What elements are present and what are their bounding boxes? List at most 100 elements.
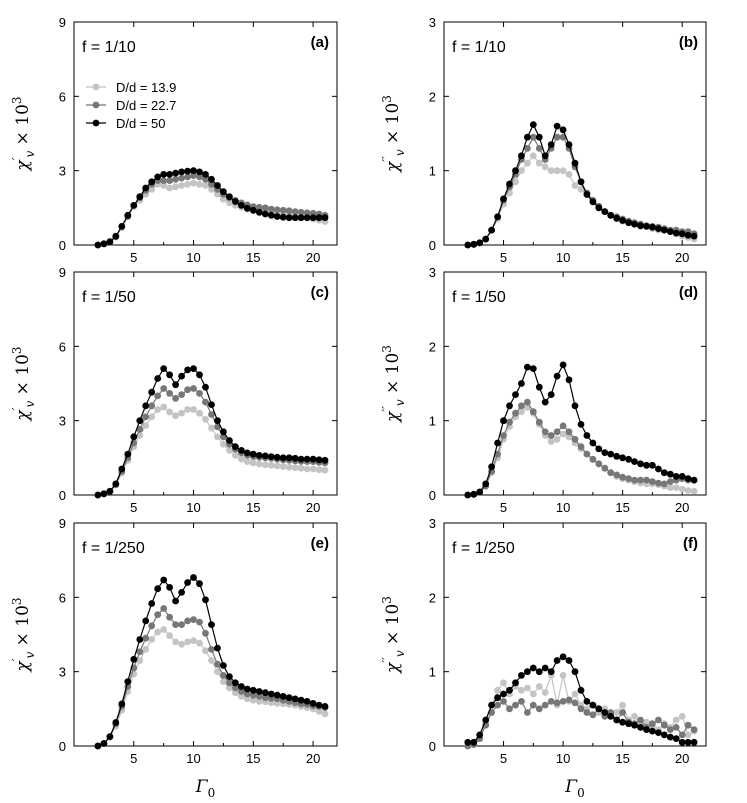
data-point xyxy=(249,696,257,704)
x-tick-label: 5 xyxy=(500,751,507,766)
panel-f: 5 10 15 20 0 1 2 3 f = 1/250 (f) χ′′v × 103 Γ0 xyxy=(380,516,707,800)
data-point xyxy=(202,175,209,183)
data-point xyxy=(583,698,591,705)
data-point xyxy=(565,376,573,384)
data-point xyxy=(142,617,150,625)
data-point xyxy=(291,208,299,216)
data-point xyxy=(571,690,579,698)
y-tick-label: 9 xyxy=(59,516,66,531)
data-point xyxy=(494,450,501,458)
data-point xyxy=(541,163,549,171)
series-line xyxy=(97,607,326,747)
data-point xyxy=(220,672,227,679)
data-point xyxy=(321,703,329,710)
data-point xyxy=(202,629,209,637)
data-point xyxy=(190,616,197,623)
data-point xyxy=(196,580,203,588)
data-point xyxy=(500,690,507,698)
data-point xyxy=(160,365,168,372)
plot-frame xyxy=(443,522,707,747)
data-point xyxy=(220,195,227,203)
data-point xyxy=(100,740,108,747)
data-point xyxy=(559,126,567,134)
y-tick-label: 0 xyxy=(59,488,66,503)
f-annotation: f = 1/10 xyxy=(452,39,506,56)
data-point xyxy=(571,182,579,189)
y-tick-label: 3 xyxy=(59,665,66,680)
data-point xyxy=(547,391,555,398)
data-point xyxy=(279,206,287,214)
x-tick-label: 15 xyxy=(615,250,629,265)
data-point xyxy=(559,422,567,430)
data-point xyxy=(589,439,597,447)
data-point xyxy=(112,719,120,726)
data-point xyxy=(255,208,263,216)
data-point xyxy=(178,589,186,596)
data-point xyxy=(535,159,543,167)
data-point xyxy=(226,199,233,207)
data-point xyxy=(148,636,156,643)
data-point xyxy=(512,409,519,417)
data-point xyxy=(589,701,597,709)
data-point xyxy=(494,213,501,221)
data-point xyxy=(637,724,644,731)
data-point xyxy=(643,476,650,484)
data-point xyxy=(166,613,174,621)
legend-marker xyxy=(92,101,100,109)
data-point xyxy=(666,228,674,236)
data-point xyxy=(208,401,215,408)
data-point xyxy=(631,721,638,729)
data-point xyxy=(154,611,162,619)
data-point xyxy=(613,709,621,716)
y-tick-label: 0 xyxy=(59,238,66,253)
data-point xyxy=(672,735,680,742)
data-point xyxy=(184,366,192,374)
data-point xyxy=(315,214,323,222)
data-point xyxy=(547,668,555,676)
data-point xyxy=(482,480,490,488)
data-point xyxy=(148,388,156,396)
data-point xyxy=(494,686,501,694)
data-point xyxy=(208,646,215,653)
data-point xyxy=(273,453,281,461)
data-point xyxy=(684,731,692,739)
data-point xyxy=(541,398,549,406)
plot-frame xyxy=(73,522,338,747)
data-point xyxy=(660,469,668,477)
data-point xyxy=(202,398,209,406)
data-point xyxy=(238,455,245,463)
data-point xyxy=(112,232,120,240)
series-line xyxy=(97,406,326,496)
data-point xyxy=(279,463,287,470)
data-point xyxy=(672,724,680,731)
data-point xyxy=(214,644,221,652)
y-axis-label: χ′′v × 103 xyxy=(380,345,407,423)
data-point xyxy=(541,689,549,696)
f-annotation: f = 1/250 xyxy=(452,540,515,557)
data-point xyxy=(571,159,579,167)
y-axis-label: χ′′v × 103 xyxy=(380,596,407,674)
data-point xyxy=(166,371,174,379)
x-tick-label: 10 xyxy=(556,250,570,265)
data-point xyxy=(535,683,543,690)
y-tick-label: 3 xyxy=(429,516,436,531)
data-point xyxy=(142,184,150,192)
x-tick-label: 15 xyxy=(246,500,260,515)
data-point xyxy=(142,422,150,429)
data-point xyxy=(100,490,108,498)
y-axis-label: χ′v × 103 xyxy=(10,96,37,171)
data-point xyxy=(136,425,144,433)
data-point xyxy=(553,133,561,141)
data-point xyxy=(106,487,114,495)
x-tick-label: 5 xyxy=(500,250,507,265)
data-point xyxy=(297,214,305,222)
data-point xyxy=(220,662,227,669)
data-point xyxy=(190,167,197,175)
data-point xyxy=(619,217,626,224)
data-point xyxy=(267,211,275,219)
data-point xyxy=(285,694,293,702)
data-point xyxy=(476,731,484,739)
data-point xyxy=(595,204,603,212)
data-point xyxy=(106,733,114,740)
